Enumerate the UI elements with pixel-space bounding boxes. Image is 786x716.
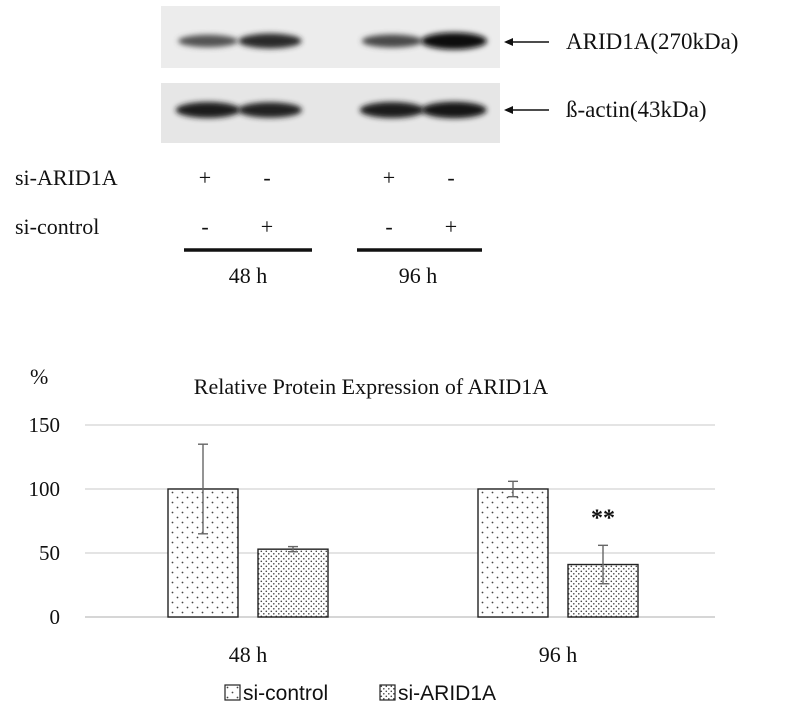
row-label-si-arid1a: si-ARID1A [15, 165, 118, 190]
si-control-mark-lane-2: + [261, 214, 273, 239]
legend: si-control si-ARID1A [224, 682, 496, 705]
band-b-actin-lane-2 [238, 102, 302, 118]
legend-swatch-si-ARID1A [379, 684, 396, 701]
y-tick-100: 100 [29, 477, 61, 501]
si-ARID1A-mark-lane-1: + [199, 165, 211, 190]
x-tick-96h: 96 h [539, 642, 578, 667]
band-arid1a-lane-1 [178, 34, 238, 48]
legend-label-si-control: si-control [243, 682, 328, 705]
band-arid1a-lane-4 [421, 32, 487, 50]
group-label-96h: 96 h [399, 263, 438, 288]
y-tick-50: 50 [39, 541, 60, 565]
arid1a-arrow [504, 38, 549, 46]
bar-si-ARID1A-48h [257, 548, 329, 618]
x-tick-48h: 48 h [229, 642, 268, 667]
row-label-si-control: si-control [15, 214, 99, 239]
band-b-actin-lane-3 [359, 102, 425, 118]
band-arid1a-lane-2 [238, 33, 302, 49]
western-blot-figure: ARID1A(270kDa) ß-actin(43kDa) si-ARID1A … [15, 6, 738, 288]
error-bar-si-control-48h [198, 443, 208, 535]
legend-label-si-ARID1A: si-ARID1A [398, 682, 496, 705]
group-label-48h: 48 h [229, 263, 268, 288]
error-bar-si-ARID1A-96h [598, 544, 608, 585]
legend-swatch-si-control [224, 684, 241, 701]
band-b-actin-lane-1 [175, 102, 241, 118]
significance-annotation: ** [591, 505, 615, 531]
si-ARID1A-mark-lane-2: - [263, 165, 270, 190]
arid1a-band-label: ARID1A(270kDa) [566, 29, 738, 54]
bar-chart: % Relative Protein Expression of ARID1A … [29, 364, 715, 705]
error-bar-si-control-96h [508, 480, 518, 498]
y-axis-label: % [30, 364, 48, 389]
chart-title: Relative Protein Expression of ARID1A [194, 374, 549, 399]
actin-arrow [504, 106, 549, 114]
si-ARID1A-mark-lane-4: - [447, 165, 454, 190]
si-ARID1A-mark-lane-3: + [383, 165, 395, 190]
si-control-mark-lane-4: + [445, 214, 457, 239]
band-arid1a-lane-3 [361, 34, 423, 48]
bar-si-control-96h [477, 488, 549, 618]
actin-band-label: ß-actin(43kDa) [566, 97, 707, 122]
si-control-mark-lane-3: - [385, 214, 392, 239]
y-tick-150: 150 [29, 413, 61, 437]
si-control-mark-lane-1: - [201, 214, 208, 239]
y-tick-0: 0 [50, 605, 61, 629]
error-bar-si-ARID1A-48h [288, 545, 298, 553]
band-b-actin-lane-4 [421, 101, 487, 119]
